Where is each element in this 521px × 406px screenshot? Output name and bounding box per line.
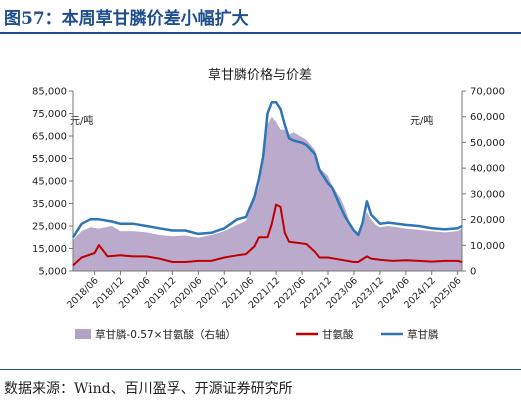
right-tick-label: 10,000	[470, 241, 505, 252]
left-tick-label: 55,000	[32, 154, 67, 165]
left-tick-label: 15,000	[32, 244, 67, 255]
source-divider	[0, 369, 521, 370]
left-tick-label: 75,000	[32, 109, 67, 120]
left-tick-label: 65,000	[32, 132, 67, 143]
left-tick-label: 85,000	[32, 87, 67, 98]
source-note: 数据来源：Wind、百川盈孚、开源证券研究所	[4, 381, 293, 397]
left-tick-label: 45,000	[32, 177, 67, 188]
right-unit-label: 元/吨	[410, 114, 433, 127]
right-tick-label: 70,000	[470, 87, 505, 98]
spread-area	[73, 116, 462, 271]
legend-label-glycine: 甘氨酸	[322, 328, 354, 341]
legend-label-spread: 草甘膦-0.57×甘氨酸（右轴）	[95, 328, 236, 341]
chart: 草甘膦价格与价差 元/吨 元/吨 5,000 15,000 25,000 35,000…	[32, 67, 505, 341]
left-tick-label: 25,000	[32, 222, 67, 233]
right-tick-label: 30,000	[470, 189, 505, 200]
figure-title: 图57：本周草甘膦价差小幅扩大	[4, 9, 249, 29]
right-tick-label: 0	[470, 267, 476, 278]
legend-swatch-spread	[75, 329, 91, 339]
right-tick-label: 40,000	[470, 164, 505, 175]
right-tick-label: 20,000	[470, 215, 505, 226]
right-tick-label: 60,000	[470, 112, 505, 123]
left-tick-label: 35,000	[32, 199, 67, 210]
title-divider	[0, 32, 521, 34]
glycine-line	[72, 203, 463, 267]
chart-title: 草甘膦价格与价差	[208, 67, 312, 83]
right-tick-label: 50,000	[470, 138, 505, 149]
left-unit-label: 元/吨	[70, 114, 93, 127]
left-tick-label: 5,000	[38, 267, 67, 278]
glyphosate-line	[71, 101, 463, 238]
legend-label-glyphosate: 草甘膦	[407, 328, 439, 341]
